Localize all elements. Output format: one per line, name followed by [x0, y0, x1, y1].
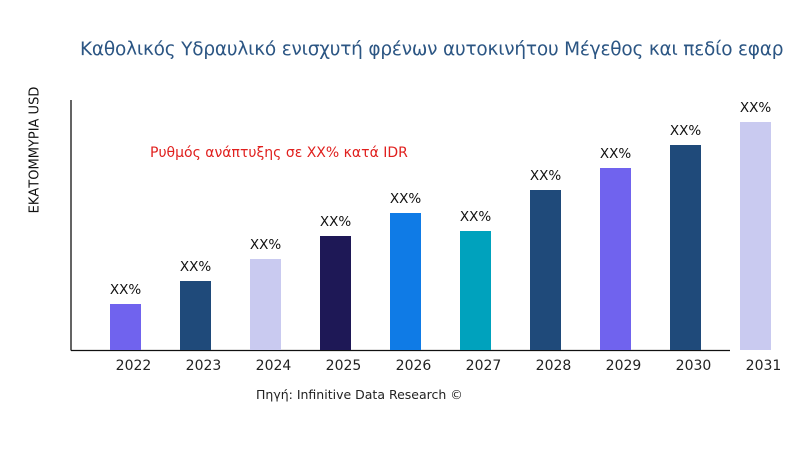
x-tick-label-2024: 2024 — [256, 358, 292, 374]
data-label-2023: XX% — [180, 259, 211, 275]
data-label-2029: XX% — [600, 146, 631, 162]
data-label-2030: XX% — [670, 123, 701, 139]
x-tick-label-2022: 2022 — [116, 358, 152, 374]
bar-2023 — [180, 281, 211, 350]
bar-2030 — [670, 145, 701, 350]
x-tick-label-2023: 2023 — [186, 358, 222, 374]
data-label-2031: XX% — [740, 100, 771, 116]
x-tick-label-2031: 2031 — [746, 358, 782, 374]
source-note: Πηγή: Infinitive Data Research © — [256, 387, 463, 402]
growth-rate-annotation: Ρυθμός ανάπτυξης σε XX% κατά IDR — [150, 145, 408, 161]
data-label-2028: XX% — [530, 168, 561, 184]
x-tick-label-2029: 2029 — [606, 358, 642, 374]
x-tick-label-2030: 2030 — [676, 358, 712, 374]
data-label-2022: XX% — [110, 282, 141, 298]
bar-2022 — [110, 304, 141, 350]
bar-2029 — [600, 168, 631, 350]
data-label-2026: XX% — [390, 191, 421, 207]
bar-2028 — [530, 190, 561, 350]
x-tick-label-2028: 2028 — [536, 358, 572, 374]
bar-2025 — [320, 236, 351, 350]
chart-title: Καθολικός Υδραυλικό ενισχυτή φρένων αυτο… — [80, 39, 784, 60]
data-label-2024: XX% — [250, 237, 281, 253]
x-tick-label-2027: 2027 — [466, 358, 502, 374]
bar-2026 — [390, 213, 421, 350]
x-tick-label-2025: 2025 — [326, 358, 362, 374]
x-tick-label-2026: 2026 — [396, 358, 432, 374]
bar-2031 — [740, 122, 771, 350]
bar-2027 — [460, 231, 491, 350]
data-label-2025: XX% — [320, 214, 351, 230]
bar-2024 — [250, 259, 281, 350]
data-label-2027: XX% — [460, 209, 491, 225]
